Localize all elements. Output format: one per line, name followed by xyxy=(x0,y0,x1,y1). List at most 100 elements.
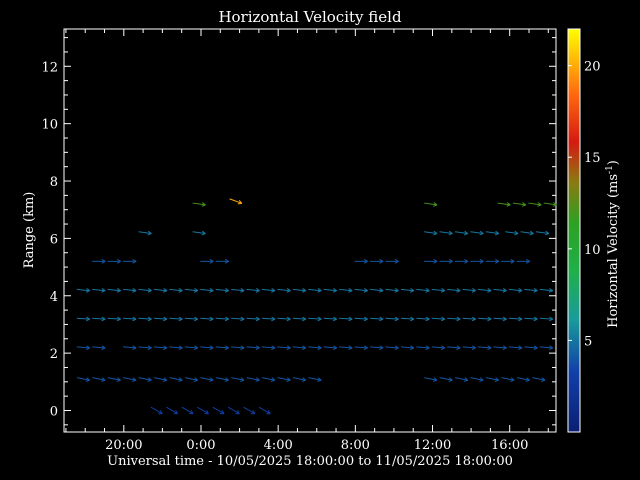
velocity-arrow xyxy=(454,258,469,264)
x-tick-label: 20:00 xyxy=(105,438,142,453)
velocity-arrow xyxy=(478,345,492,351)
velocity-arrow xyxy=(169,288,183,293)
velocity-arrow xyxy=(107,316,121,322)
velocity-arrow xyxy=(169,377,183,382)
velocity-arrow xyxy=(76,316,91,322)
velocity-arrow xyxy=(354,258,368,264)
velocity-arrow xyxy=(277,288,291,293)
velocity-arrow xyxy=(231,377,245,382)
velocity-arrow xyxy=(501,377,515,382)
x-tick-label: 16:00 xyxy=(491,438,528,453)
velocity-arrow xyxy=(462,316,476,322)
velocity-arrow xyxy=(370,258,384,264)
velocity-arrow xyxy=(215,258,229,264)
velocity-arrow xyxy=(339,345,353,351)
velocity-arrow-strong xyxy=(229,198,243,205)
velocity-arrow xyxy=(508,345,523,351)
velocity-arrow xyxy=(424,230,438,236)
x-axis-label: Universal time - 10/05/2025 18:00:00 to … xyxy=(107,454,513,469)
velocity-arrow xyxy=(243,406,256,415)
colorbar xyxy=(567,28,581,433)
velocity-arrow xyxy=(123,288,137,293)
velocity-arrow xyxy=(416,316,430,322)
velocity-arrow xyxy=(262,288,276,293)
velocity-arrow xyxy=(308,316,322,322)
velocity-arrow xyxy=(323,345,338,351)
velocity-arrow xyxy=(184,345,199,351)
velocity-arrow xyxy=(277,377,291,382)
velocity-arrow xyxy=(508,288,523,293)
velocity-arrow xyxy=(153,345,168,351)
chart-title: Horizontal Velocity field xyxy=(218,8,402,26)
x-tick-label: 12:00 xyxy=(414,438,451,453)
velocity-arrow xyxy=(454,230,469,236)
velocity-arrow xyxy=(227,406,240,415)
velocity-arrow xyxy=(370,316,384,322)
velocity-arrow xyxy=(431,316,446,322)
velocity-arrow xyxy=(181,406,194,415)
velocity-arrow xyxy=(123,258,137,264)
velocity-arrow xyxy=(323,288,338,293)
velocity-arrow xyxy=(92,258,106,264)
y-tick-label: 4 xyxy=(50,290,58,305)
velocity-arrow xyxy=(138,288,152,293)
x-tick-label: 4:00 xyxy=(264,438,293,453)
velocity-arrow xyxy=(439,230,453,236)
velocity-arrow xyxy=(246,345,260,351)
velocity-arrow xyxy=(150,406,163,415)
colorbar-tick-label: 5 xyxy=(584,334,592,349)
x-tick-label: 0:00 xyxy=(186,438,215,453)
velocity-arrow xyxy=(493,288,507,293)
velocity-arrow xyxy=(215,345,229,351)
velocity-arrow xyxy=(308,345,322,351)
velocity-arrow xyxy=(197,406,209,415)
velocity-arrow xyxy=(215,288,229,293)
y-tick-label: 6 xyxy=(50,232,58,247)
velocity-arrow xyxy=(107,258,121,264)
velocity-arrow xyxy=(416,345,430,351)
colorbar-tick-label: 20 xyxy=(584,60,601,75)
velocity-arrow xyxy=(512,202,527,207)
velocity-arrow xyxy=(246,288,260,293)
velocity-arrow xyxy=(192,230,206,236)
velocity-arrow xyxy=(400,316,415,322)
velocity-arrow xyxy=(478,288,492,293)
velocity-arrow xyxy=(138,316,152,322)
velocity-arrow xyxy=(200,288,214,293)
velocity-arrow xyxy=(431,288,446,293)
velocity-arrow xyxy=(539,316,554,322)
velocity-arrow xyxy=(485,258,500,264)
velocity-arrow xyxy=(539,288,554,293)
velocity-arrow xyxy=(400,345,415,351)
velocity-arrow xyxy=(200,316,214,322)
velocity-arrow xyxy=(470,230,484,236)
x-axis-ticks: 20:00 0:00 4:00 8:00 12:00 16:00 xyxy=(65,29,549,453)
velocity-vectors xyxy=(76,198,557,415)
velocity-arrow xyxy=(169,345,183,351)
velocity-arrow xyxy=(262,377,276,382)
y-axis-ticks: 0 2 4 6 8 10 12 xyxy=(41,37,556,426)
velocity-arrow xyxy=(153,288,168,293)
velocity-arrow xyxy=(520,230,534,236)
velocity-arrow xyxy=(246,377,260,382)
velocity-arrow xyxy=(493,345,507,351)
velocity-arrow xyxy=(154,377,168,382)
velocity-arrow xyxy=(385,316,399,322)
velocity-arrow xyxy=(200,345,214,351)
velocity-arrow xyxy=(485,230,500,236)
y-tick-label: 10 xyxy=(41,118,58,133)
velocity-arrow xyxy=(277,345,291,351)
velocity-arrow xyxy=(231,316,245,322)
velocity-arrow xyxy=(308,377,322,382)
velocity-arrow xyxy=(323,316,338,322)
velocity-arrow xyxy=(308,288,322,293)
velocity-arrow xyxy=(292,288,307,293)
velocity-arrow xyxy=(370,288,384,293)
velocity-arrow xyxy=(166,406,179,415)
velocity-arrow xyxy=(200,258,214,264)
velocity-arrow xyxy=(524,345,538,351)
velocity-arrow xyxy=(516,258,530,264)
velocity-arrow xyxy=(354,288,368,293)
velocity-arrow xyxy=(153,316,168,322)
velocity-arrow xyxy=(76,377,90,382)
